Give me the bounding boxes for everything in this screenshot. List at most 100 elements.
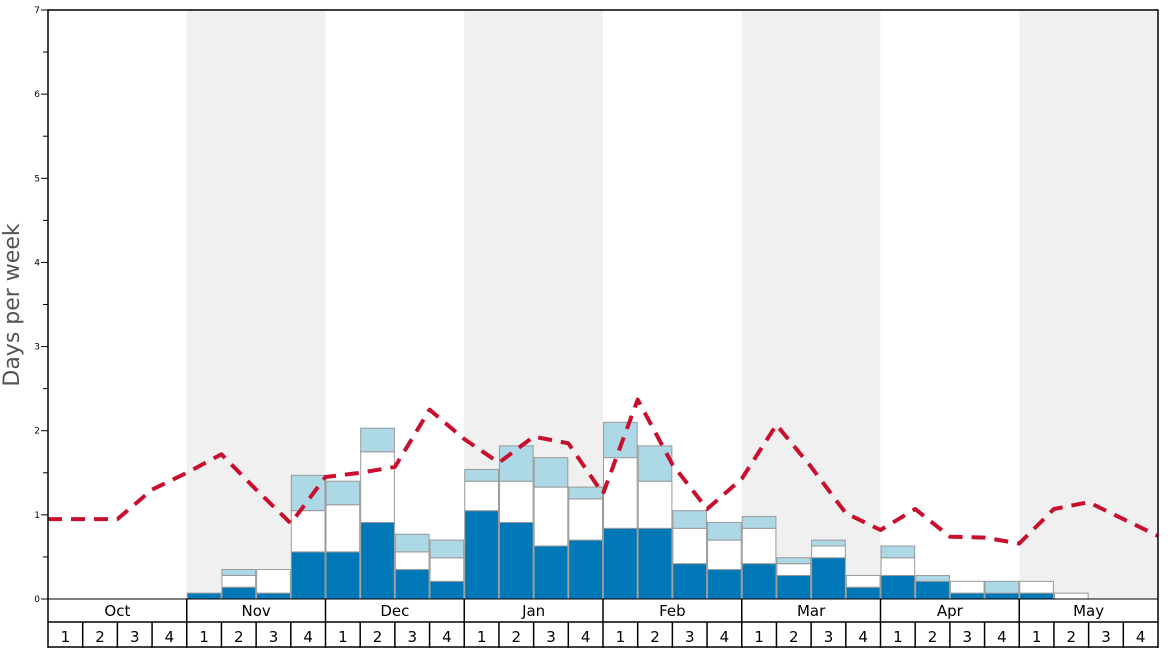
bar-week-20-segment-2: [707, 539, 742, 571]
y-tick-label: 2: [34, 427, 40, 437]
bar-week-21-segment-3: [741, 516, 777, 529]
bar-week-28-segment-3: [984, 580, 1020, 594]
week-label: 4: [442, 628, 452, 646]
month-shading-layer: [186, 10, 1158, 599]
y-tick-label: 3: [34, 343, 40, 353]
month-label-may: May: [1073, 602, 1104, 620]
trend-line: [48, 397, 1159, 546]
bar-week-5-segment-1: [186, 592, 222, 600]
bars-layer: [186, 421, 1089, 600]
bar-week-10-segment-3: [360, 427, 395, 453]
week-label: 2: [234, 628, 244, 646]
bar-week-24-segment-1: [845, 586, 881, 600]
week-label: 3: [1101, 628, 1111, 646]
week-label: 4: [581, 628, 591, 646]
bar-week-20-segment-3: [707, 521, 742, 541]
week-label: 1: [199, 628, 209, 646]
week-label: 4: [165, 628, 175, 646]
bar-week-15-segment-1: [533, 545, 569, 600]
bar-week-19-segment-1: [672, 563, 708, 600]
month-label-feb: Feb: [659, 602, 686, 620]
bar-week-10-segment-2: [360, 451, 395, 523]
bar-week-11-segment-1: [394, 569, 430, 600]
week-label: 3: [407, 628, 417, 646]
bar-week-22-segment-1: [776, 574, 812, 600]
bar-week-27-segment-1: [949, 592, 985, 600]
week-label: 3: [685, 628, 695, 646]
y-axis-label: Days per week: [0, 223, 25, 386]
bar-week-17-segment-3: [603, 421, 638, 459]
bar-week-9-segment-1: [325, 551, 361, 600]
bar-week-26-segment-3: [915, 574, 950, 582]
bar-week-14-segment-2: [498, 480, 534, 523]
bar-week-21-segment-1: [741, 563, 777, 600]
bar-week-7-segment-1: [256, 592, 291, 600]
week-label: 3: [130, 628, 140, 646]
bar-week-14-segment-1: [498, 521, 534, 600]
bar-week-22-segment-3: [776, 557, 812, 565]
bar-week-23-segment-1: [811, 557, 846, 600]
bar-week-25-segment-3: [880, 545, 916, 559]
bar-week-26-segment-1: [915, 580, 950, 600]
bar-week-15-segment-3: [533, 457, 569, 488]
bar-week-20-segment-1: [707, 569, 742, 600]
week-label: 2: [512, 628, 522, 646]
week-label: 4: [720, 628, 730, 646]
bar-week-6-segment-3: [221, 569, 257, 576]
bar-week-24-segment-2: [845, 574, 881, 588]
y-tick-label: 1: [34, 511, 40, 521]
bar-week-9-segment-2: [325, 504, 361, 553]
week-label: 4: [1136, 628, 1146, 646]
trend-line-layer: [48, 397, 1159, 546]
bar-week-12-segment-3: [429, 539, 465, 559]
week-label: 4: [997, 628, 1007, 646]
week-label: 4: [858, 628, 868, 646]
week-label: 3: [546, 628, 556, 646]
week-label: 2: [789, 628, 799, 646]
week-label: 2: [650, 628, 660, 646]
week-label: 2: [928, 628, 938, 646]
bar-week-16-segment-3: [568, 486, 603, 500]
month-shade-mar: [741, 10, 881, 599]
week-label: 1: [338, 628, 348, 646]
week-label: 2: [373, 628, 383, 646]
bar-week-16-segment-1: [568, 539, 603, 600]
bar-week-8-segment-3: [290, 474, 326, 512]
y-axis-label-layer: Days per week: [0, 223, 25, 386]
bar-week-18-segment-3: [637, 445, 673, 482]
week-label: 1: [477, 628, 487, 646]
bar-week-9-segment-3: [325, 480, 361, 506]
month-label-dec: Dec: [380, 602, 409, 620]
bar-week-6-segment-1: [221, 586, 257, 600]
y-tick-label: 7: [34, 6, 40, 16]
bar-week-17-segment-2: [603, 457, 638, 529]
bar-week-29-segment-1: [1019, 592, 1054, 600]
week-label: 1: [754, 628, 764, 646]
bar-week-27-segment-2: [949, 580, 985, 594]
week-label: 1: [61, 628, 71, 646]
week-label: 1: [893, 628, 903, 646]
bar-week-8-segment-1: [290, 551, 326, 600]
y-tick-label: 6: [34, 90, 40, 100]
bar-week-25-segment-1: [880, 574, 916, 600]
week-label: 1: [616, 628, 626, 646]
bar-week-11-segment-3: [394, 533, 430, 553]
week-label: 3: [269, 628, 279, 646]
bar-week-8-segment-2: [290, 510, 326, 553]
bar-week-15-segment-2: [533, 486, 569, 547]
bar-week-29-segment-2: [1019, 580, 1054, 594]
bar-week-14-segment-3: [498, 445, 534, 482]
bar-week-12-segment-2: [429, 557, 465, 582]
bar-week-11-segment-2: [394, 551, 430, 571]
bar-week-10-segment-1: [360, 521, 395, 600]
bar-week-17-segment-1: [603, 527, 638, 600]
bar-week-7-segment-2: [256, 569, 291, 594]
month-label-jan: Jan: [521, 602, 545, 620]
bar-week-30-segment-2: [1053, 592, 1089, 600]
bar-week-21-segment-2: [741, 527, 777, 565]
y-tick-label: 5: [34, 174, 40, 184]
month-label-mar: Mar: [797, 602, 826, 620]
week-label: 1: [1032, 628, 1042, 646]
